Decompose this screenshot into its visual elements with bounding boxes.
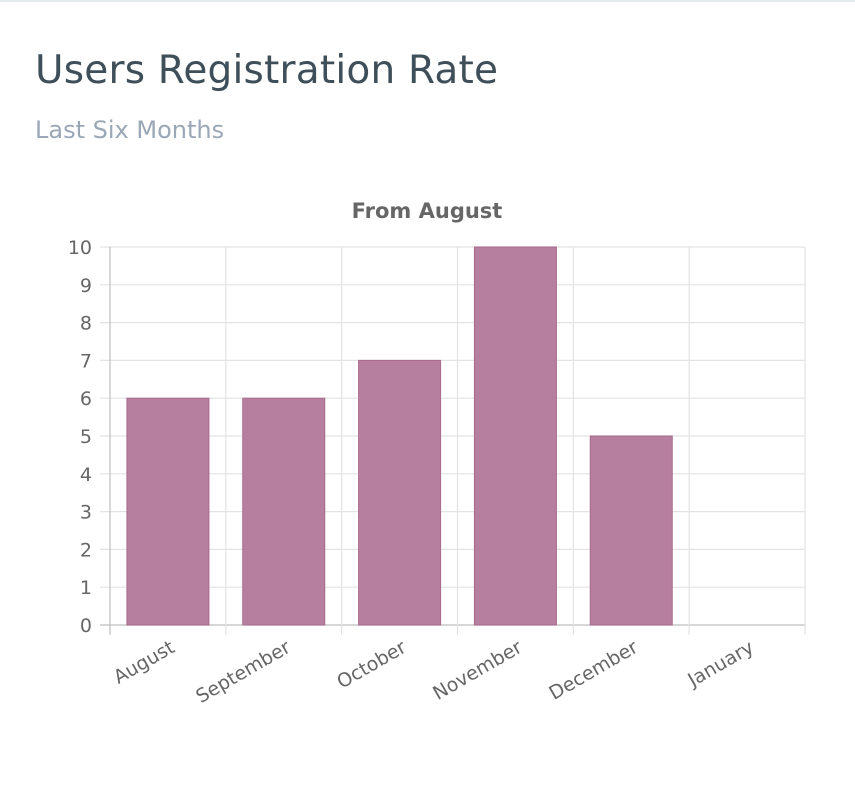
x-tick-label: January (683, 636, 757, 692)
y-axis-ticks: 0 1 2 3 4 5 6 7 8 9 10 (68, 237, 92, 637)
y-tick-label: 4 (80, 464, 92, 486)
y-tick-label: 0 (80, 615, 92, 637)
chart-bars (126, 246, 673, 626)
x-tick-label: August (110, 636, 179, 688)
y-tick-label: 6 (80, 388, 92, 410)
y-tick-label: 1 (80, 577, 92, 599)
y-tick-label: 2 (80, 539, 92, 561)
x-tick-label: October (333, 636, 410, 693)
bar-november (473, 246, 557, 626)
chart-grid (100, 246, 806, 635)
y-tick-label: 8 (80, 313, 92, 335)
bar-august (126, 397, 210, 626)
x-axis-ticks: August September October November December Ja… (110, 636, 758, 708)
x-tick-label: September (192, 636, 294, 708)
y-tick-label: 10 (68, 237, 92, 259)
card-subtitle: Last Six Months (35, 116, 225, 144)
bar-october (358, 359, 442, 626)
y-tick-label: 3 (80, 502, 92, 524)
bar-september (242, 397, 326, 626)
x-tick-label: November (429, 636, 526, 705)
x-tick-label: December (545, 636, 641, 704)
chart-title: From August (352, 199, 503, 223)
bar-december (589, 435, 673, 626)
y-tick-label: 5 (80, 426, 92, 448)
y-tick-label: 9 (80, 275, 92, 297)
card-title: Users Registration Rate (35, 48, 499, 93)
y-tick-label: 7 (80, 350, 92, 372)
